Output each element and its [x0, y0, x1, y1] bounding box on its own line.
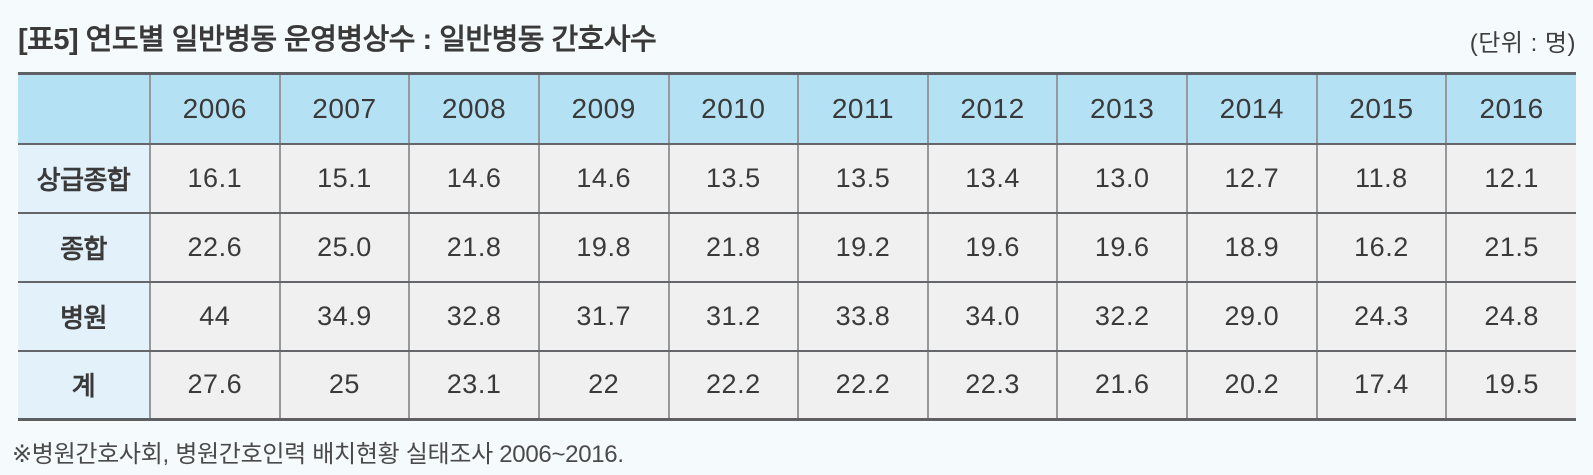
- data-cell: 19.8: [538, 212, 670, 283]
- table-row: 종합 22.6 25.0 21.8 19.8 21.8 19.2 19.6 19…: [18, 212, 1576, 283]
- data-cell: 23.1: [409, 350, 540, 421]
- year-header-cell: 2014: [1187, 73, 1318, 145]
- data-cell: 22.6: [150, 212, 281, 283]
- data-cell: 21.5: [1446, 212, 1576, 283]
- year-header-cell: 2016: [1446, 73, 1576, 145]
- data-cell: 20.2: [1187, 350, 1318, 421]
- document-page: [표5] 연도별 일반병동 운영병상수 : 일반병동 간호사수 (단위 : 명)…: [12, 0, 1576, 469]
- year-header-cell: 2010: [668, 73, 800, 145]
- data-cell: 19.2: [798, 212, 929, 283]
- data-cell: 34.9: [279, 281, 411, 352]
- table-row: 병원 44 34.9 32.8 31.7 31.2 33.8 34.0 32.2…: [18, 281, 1576, 352]
- unit-label: (단위 : 명): [1469, 30, 1576, 57]
- data-cell: 13.5: [668, 143, 800, 214]
- row-label-cell: 상급종합: [18, 143, 151, 214]
- data-cell: 22: [538, 350, 670, 421]
- data-cell: 13.0: [1057, 143, 1188, 214]
- data-cell: 25.0: [279, 212, 411, 283]
- row-label-cell: 종합: [18, 212, 151, 283]
- corner-cell: [18, 73, 151, 145]
- table-row: 상급종합 16.1 15.1 14.6 14.6 13.5 13.5 13.4 …: [18, 143, 1576, 214]
- data-table: 2006 2007 2008 2009 2010 2011 2012 2013 …: [18, 72, 1576, 421]
- data-cell: 13.5: [798, 143, 929, 214]
- data-cell: 24.3: [1316, 281, 1448, 352]
- data-cell: 27.6: [150, 350, 281, 421]
- year-header-cell: 2009: [538, 73, 670, 145]
- year-header-cell: 2008: [409, 73, 540, 145]
- data-cell: 29.0: [1187, 281, 1318, 352]
- year-header-cell: 2007: [279, 73, 411, 145]
- data-cell: 14.6: [409, 143, 540, 214]
- data-cell: 44: [150, 281, 281, 352]
- data-cell: 21.8: [409, 212, 540, 283]
- year-header-cell: 2015: [1316, 73, 1448, 145]
- data-cell: 12.7: [1187, 143, 1318, 214]
- year-header-cell: 2013: [1057, 73, 1188, 145]
- row-label-cell: 계: [18, 350, 151, 421]
- data-cell: 19.6: [927, 212, 1059, 283]
- data-cell: 14.6: [538, 143, 670, 214]
- data-cell: 33.8: [798, 281, 929, 352]
- data-cell: 12.1: [1446, 143, 1576, 214]
- table-row: 계 27.6 25 23.1 22 22.2 22.2 22.3 21.6 20…: [18, 350, 1576, 421]
- data-cell: 13.4: [927, 143, 1059, 214]
- data-cell: 15.1: [279, 143, 411, 214]
- data-cell: 31.7: [538, 281, 670, 352]
- data-cell: 22.3: [927, 350, 1059, 421]
- year-header-row: 2006 2007 2008 2009 2010 2011 2012 2013 …: [18, 73, 1576, 145]
- data-cell: 19.5: [1446, 350, 1576, 421]
- year-header-cell: 2006: [150, 73, 281, 145]
- year-header-cell: 2012: [927, 73, 1059, 145]
- data-cell: 24.8: [1446, 281, 1576, 352]
- data-cell: 21.8: [668, 212, 800, 283]
- source-footnote: ※병원간호사회, 병원간호인력 배치현황 실태조사 2006~2016.: [12, 441, 624, 468]
- data-cell: 32.2: [1057, 281, 1188, 352]
- data-cell: 17.4: [1316, 350, 1448, 421]
- data-cell: 31.2: [668, 281, 800, 352]
- page-title: [표5] 연도별 일반병동 운영병상수 : 일반병동 간호사수: [18, 24, 657, 56]
- data-cell: 11.8: [1316, 143, 1448, 214]
- data-cell: 16.2: [1316, 212, 1448, 283]
- data-cell: 25: [279, 350, 411, 421]
- data-cell: 19.6: [1057, 212, 1188, 283]
- data-cell: 32.8: [409, 281, 540, 352]
- data-cell: 34.0: [927, 281, 1059, 352]
- data-cell: 16.1: [150, 143, 281, 214]
- table-caption-row: [표5] 연도별 일반병동 운영병상수 : 일반병동 간호사수 (단위 : 명): [18, 12, 1576, 58]
- data-cell: 18.9: [1187, 212, 1318, 283]
- data-cell: 22.2: [668, 350, 800, 421]
- data-cell: 21.6: [1057, 350, 1188, 421]
- row-label-cell: 병원: [18, 281, 151, 352]
- data-cell: 22.2: [798, 350, 929, 421]
- year-header-cell: 2011: [798, 73, 929, 145]
